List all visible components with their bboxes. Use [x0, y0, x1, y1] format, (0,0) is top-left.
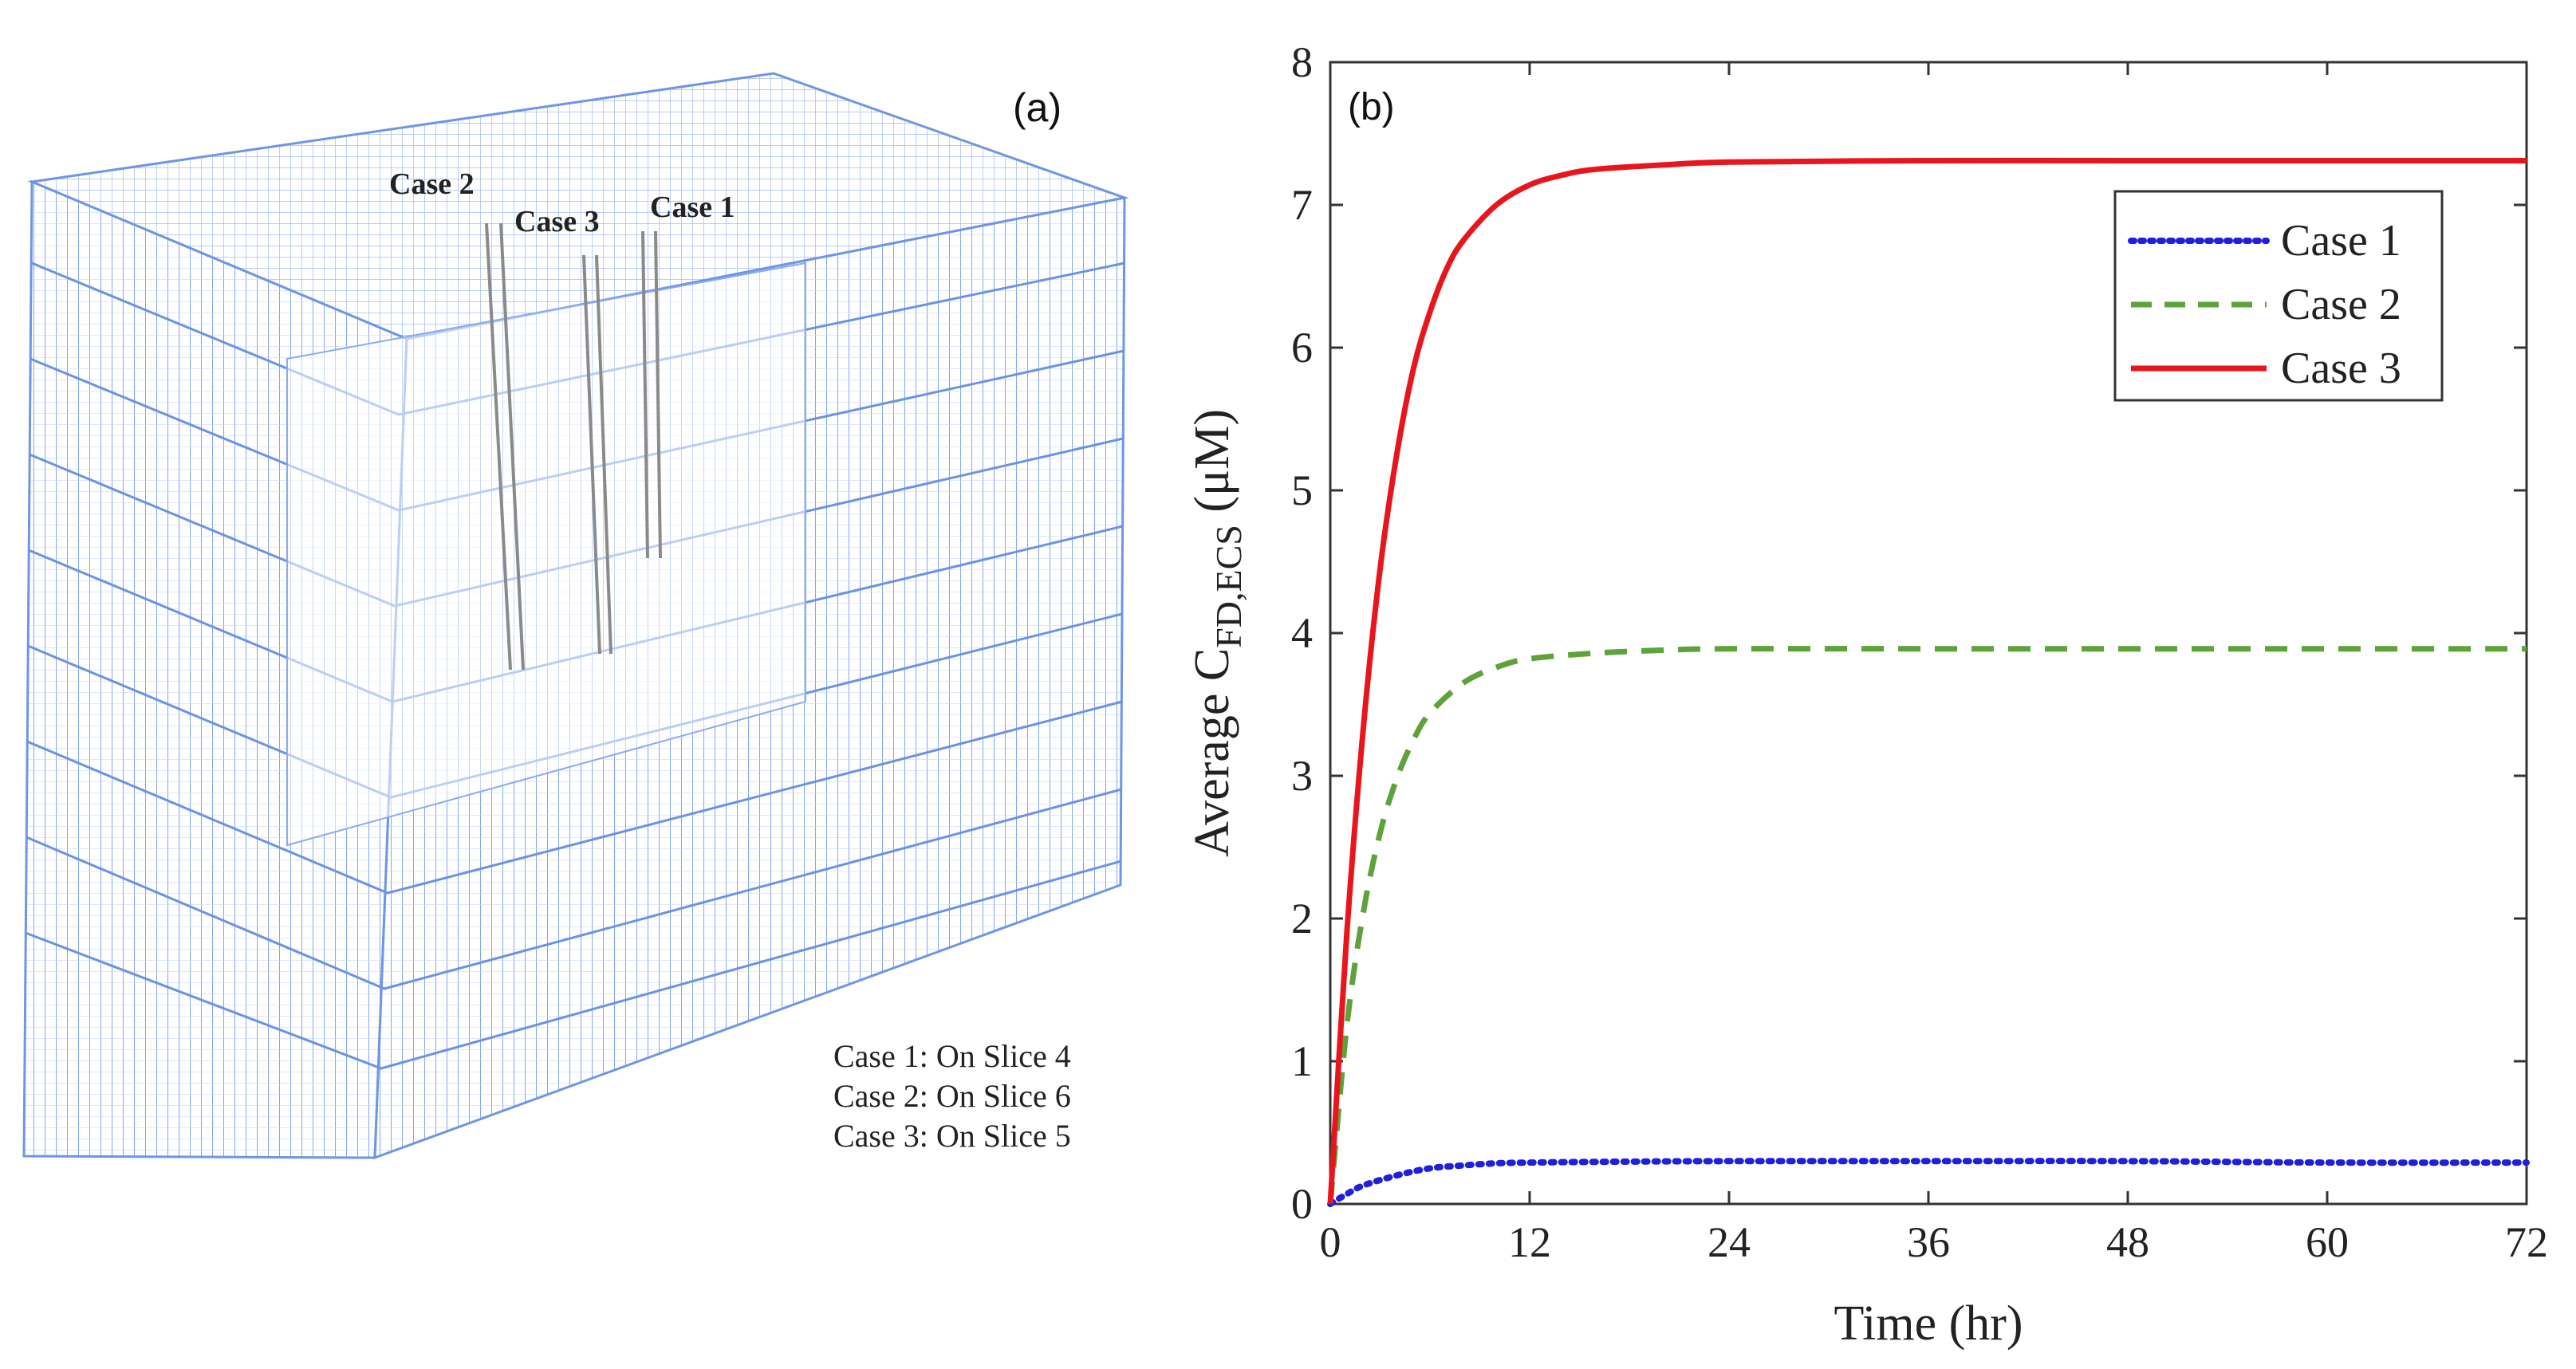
- x-tick-label: 60: [2306, 1218, 2349, 1266]
- mesh-inner-slice: [286, 262, 806, 847]
- case-1-label: Case 1: [650, 191, 735, 224]
- case-3-label: Case 3: [514, 205, 600, 238]
- y-tick-label: 4: [1291, 609, 1313, 657]
- y-tick-label: 2: [1291, 895, 1313, 942]
- x-tick-label: 0: [1320, 1218, 1341, 1266]
- y-axis-title-unit: (μM): [1185, 409, 1239, 525]
- y-tick-label: 3: [1291, 752, 1313, 800]
- note-line-3: Case 3: On Slice 5: [833, 1118, 1071, 1154]
- electrode-case-1: [641, 230, 662, 559]
- note-line-1: Case 1: On Slice 4: [833, 1038, 1071, 1074]
- legend-label-case-2: Case 2: [2281, 280, 2401, 329]
- electrode-case-2: [485, 222, 525, 671]
- y-tick-label: 8: [1291, 38, 1313, 86]
- x-tick-label: 24: [1707, 1218, 1751, 1266]
- x-tick-label: 12: [1508, 1218, 1551, 1266]
- series-line-case-2: [1327, 646, 2527, 1205]
- x-axis-title: Time (hr): [1834, 1296, 2023, 1351]
- series-line-case-3: [1327, 157, 2527, 1205]
- note-line-2: Case 2: On Slice 6: [833, 1078, 1071, 1114]
- x-tick-label: 48: [2106, 1218, 2149, 1266]
- y-axis-title-subscript: FD,ECS: [1208, 525, 1249, 648]
- series-line-case-1: [1327, 1158, 2530, 1207]
- panel-b-label: (b): [1348, 86, 1395, 128]
- legend-label-case-1: Case 1: [2281, 216, 2401, 266]
- y-tick-label: 6: [1291, 324, 1313, 372]
- case-2-label: Case 2: [389, 167, 475, 201]
- x-axis-ticks: 0 12 24 36 48 60 72: [1320, 62, 2548, 1266]
- y-tick-label: 0: [1291, 1180, 1313, 1228]
- panel-a: (a) Case 2 Case 3 Case 1 Case 1: On Slic…: [22, 72, 1129, 1160]
- y-axis-title: Average CFD,ECS (μM): [1185, 409, 1249, 857]
- x-tick-label: 72: [2505, 1218, 2548, 1266]
- series-group: [1327, 157, 2530, 1207]
- y-tick-label: 5: [1291, 466, 1313, 514]
- y-axis-title-prefix: Average C: [1185, 648, 1239, 857]
- electrode-case-3: [582, 254, 612, 655]
- y-tick-label: 1: [1291, 1037, 1313, 1085]
- legend-label-case-3: Case 3: [2281, 344, 2401, 393]
- x-tick-label: 36: [1907, 1218, 1950, 1266]
- y-tick-label: 7: [1291, 181, 1313, 229]
- legend: Case 1 Case 2 Case 3: [2113, 190, 2444, 402]
- y-axis-ticks: 0 1 2 3 4 5 6 7 8: [1291, 38, 2527, 1228]
- panel-a-label: (a): [1013, 85, 1062, 130]
- legend-box: [2113, 190, 2444, 402]
